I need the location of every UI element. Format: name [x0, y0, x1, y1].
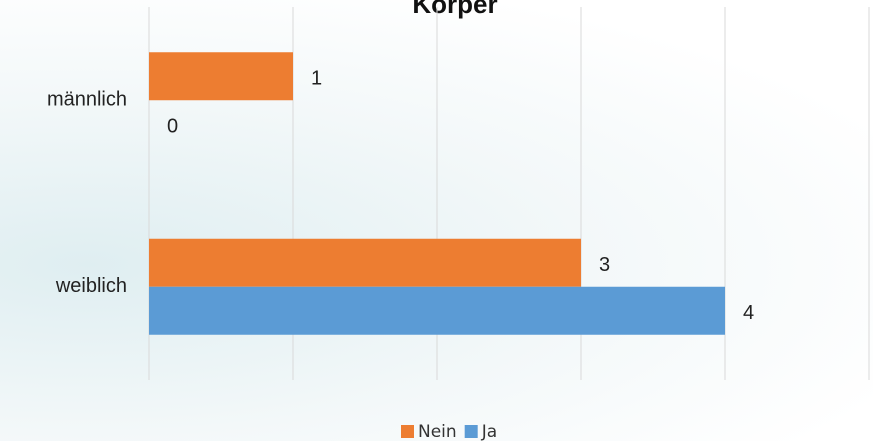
y-tick-label: männlich — [47, 89, 127, 111]
data-label: 0 — [167, 116, 178, 138]
legend-label: Nein — [418, 422, 457, 441]
legend-swatch — [401, 425, 414, 438]
data-label: 4 — [743, 302, 754, 324]
legend-label: Ja — [481, 422, 497, 441]
chart-title: Körper — [412, 0, 497, 19]
bar — [149, 286, 725, 335]
legend-swatch — [464, 425, 478, 438]
y-tick-label: weiblich — [55, 275, 127, 297]
data-label: 1 — [311, 68, 322, 90]
bar — [149, 52, 293, 101]
data-label: 3 — [599, 254, 610, 276]
bar — [149, 238, 581, 287]
